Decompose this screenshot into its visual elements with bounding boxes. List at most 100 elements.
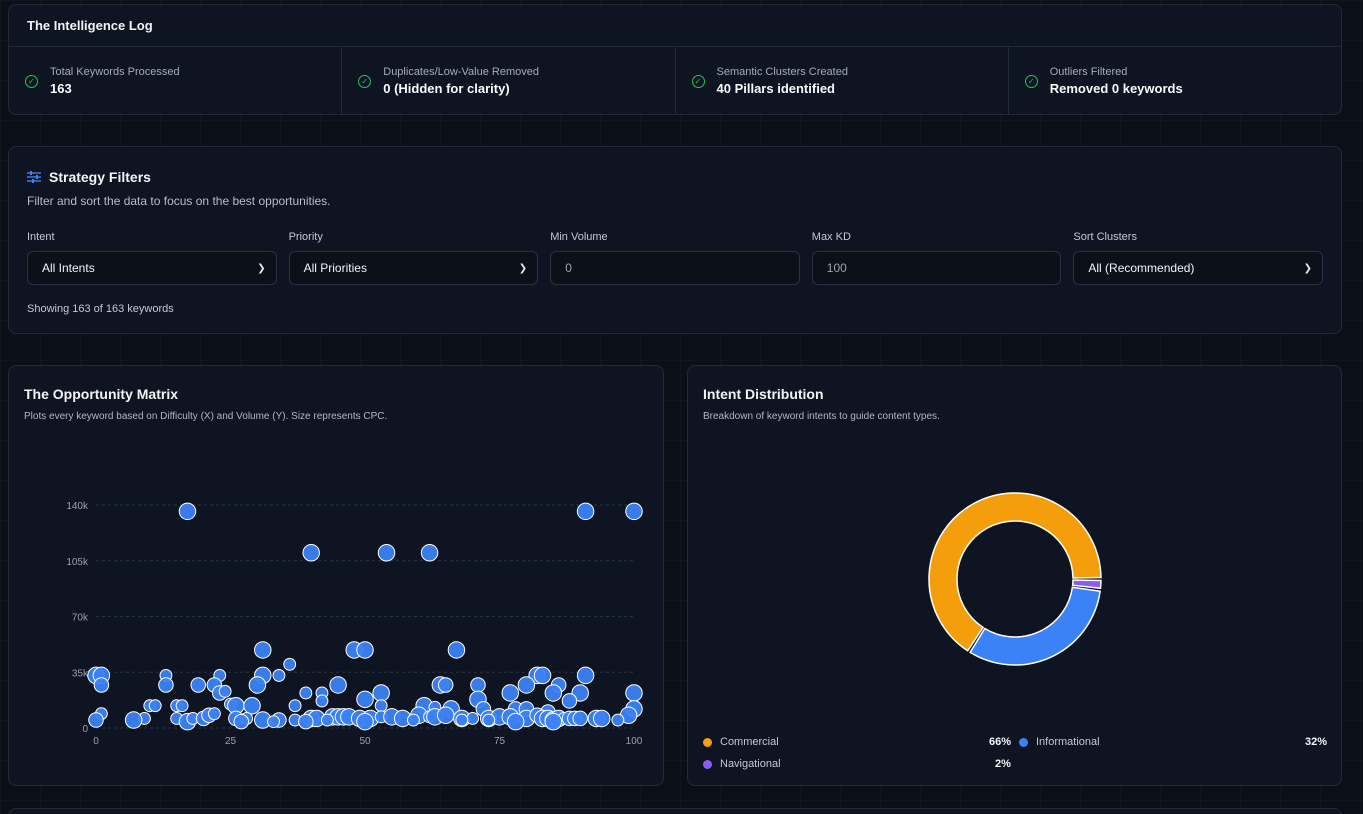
priority-field: Priority All Priorities ❯ [288, 231, 539, 285]
scatter-point[interactable] [436, 706, 455, 725]
filters-subtitle: Filter and sort the data to focus on the… [27, 194, 331, 208]
intent-distribution-panel: Intent Distribution Breakdown of keyword… [687, 365, 1342, 786]
sort-clusters-value: All (Recommended) [1088, 261, 1195, 275]
check-circle-icon: ✓ [25, 74, 38, 88]
stat-label: Semantic Clusters Created [716, 66, 848, 78]
legend-value-informational: 32% [1305, 736, 1328, 748]
scatter-point[interactable] [544, 684, 563, 702]
scatter-point[interactable] [625, 502, 643, 521]
matrix-title: The Opportunity Matrix [24, 386, 178, 402]
legend-swatch-navigational [703, 759, 712, 769]
max-kd-input[interactable]: 100 [811, 251, 1062, 285]
scatter-point[interactable] [372, 684, 390, 702]
scatter-point[interactable] [374, 699, 388, 713]
scatter-point[interactable] [283, 657, 297, 671]
legend-navigational[interactable]: Navigational [703, 758, 781, 770]
sort-clusters-select[interactable]: All (Recommended) ❯ [1073, 251, 1323, 285]
scatter-point[interactable] [93, 677, 110, 693]
scatter-point[interactable] [466, 712, 480, 725]
scatter-point[interactable] [356, 690, 374, 709]
scatter-point[interactable] [329, 676, 347, 694]
x-tick-label: 75 [494, 736, 506, 747]
stat-value: 40 Pillars identified [716, 81, 836, 96]
legend-informational[interactable]: Informational [1019, 736, 1100, 748]
sliders-icon [27, 171, 41, 183]
scatter-point[interactable] [267, 715, 280, 729]
scatter-point[interactable] [218, 684, 232, 698]
min-volume-input[interactable]: 0 [550, 251, 800, 285]
sort-clusters-label: Sort Clusters [1073, 231, 1137, 243]
scatter-point[interactable] [533, 666, 552, 685]
scatter-point[interactable] [501, 684, 520, 702]
scatter-point[interactable] [124, 711, 143, 729]
stat-total-keywords: ✓ Total Keywords Processed 163 [9, 47, 343, 115]
scatter-point[interactable] [576, 502, 595, 521]
min-volume-label: Min Volume [550, 231, 608, 243]
scatter-point[interactable] [254, 641, 272, 659]
legend-commercial[interactable]: Commercial [703, 736, 779, 748]
scatter-point[interactable] [470, 677, 486, 693]
scatter-point[interactable] [406, 713, 420, 727]
scatter-point[interactable] [88, 712, 104, 728]
legend-value-navigational: 2% [995, 758, 1011, 770]
intent-select[interactable]: All Intents ❯ [27, 251, 277, 285]
scatter-point[interactable] [572, 710, 588, 727]
scatter-point[interactable] [561, 693, 578, 709]
scatter-point[interactable] [272, 668, 286, 682]
opportunity-scatter-chart: 0 35k 70k 105k 140k 0 25 50 75 100 [66, 501, 643, 747]
scatter-point[interactable] [592, 709, 611, 728]
sort-clusters-field: Sort Clusters All (Recommended) ❯ [1073, 231, 1323, 285]
intent-donut-chart [928, 492, 1102, 666]
intelligence-log-panel: The Intelligence Log ✓ Total Keywords Pr… [8, 4, 1342, 115]
x-tick-label: 25 [225, 736, 237, 747]
scatter-point[interactable] [207, 707, 221, 721]
donut-slice-commercial[interactable] [928, 492, 1102, 652]
y-tick-label: 140k [66, 501, 89, 512]
scatter-point[interactable] [420, 544, 439, 562]
scatter-point[interactable] [315, 694, 329, 708]
scatter-point[interactable] [455, 713, 469, 727]
scatter-point[interactable] [299, 686, 313, 700]
scatter-point[interactable] [356, 712, 374, 731]
scatter-point[interactable] [175, 699, 189, 713]
priority-label: Priority [288, 231, 323, 243]
scatter-point[interactable] [178, 502, 197, 521]
scatter-point[interactable] [611, 713, 625, 727]
legend-label: Navigational [720, 758, 781, 770]
scatter-point[interactable] [298, 713, 314, 730]
y-tick-label: 0 [82, 724, 88, 735]
scatter-point[interactable] [288, 699, 302, 713]
scatter-point[interactable] [243, 696, 261, 715]
priority-select[interactable]: All Priorities ❯ [288, 251, 539, 285]
scatter-point[interactable] [158, 677, 174, 693]
scatter-point[interactable] [544, 712, 563, 731]
scatter-point[interactable] [148, 699, 162, 713]
scatter-point[interactable] [302, 544, 320, 562]
scatter-point[interactable] [625, 684, 643, 702]
check-circle-icon: ✓ [691, 74, 705, 88]
scatter-point[interactable] [320, 713, 334, 727]
scatter-point[interactable] [447, 641, 466, 659]
scatter-point[interactable] [437, 677, 454, 693]
scatter-point[interactable] [190, 677, 206, 693]
scatter-point[interactable] [248, 676, 267, 694]
donut-slice-informational[interactable] [969, 586, 1101, 666]
filter-controls: Intent All Intents ❯ Priority All Priori… [27, 231, 1323, 285]
strategy-filters-panel: Strategy Filters Filter and sort the dat… [8, 146, 1342, 334]
scatter-point[interactable] [356, 641, 374, 659]
scatter-point[interactable] [576, 666, 595, 685]
intent-label: Intent [27, 231, 55, 243]
scatter-point[interactable] [506, 712, 525, 731]
donut-slice-navigational[interactable] [1071, 579, 1102, 590]
scatter-point[interactable] [482, 713, 496, 727]
opportunity-matrix-panel: 0 35k 70k 105k 140k 0 25 50 75 100 The Opportunit… [8, 365, 664, 786]
filters-title: Strategy Filters [49, 169, 151, 185]
scatter-point[interactable] [233, 713, 250, 730]
showing-count: Showing 163 of 163 keywords [27, 303, 174, 315]
scatter-point[interactable] [377, 544, 396, 562]
min-volume-value: 0 [565, 261, 572, 275]
scatter-point[interactable] [517, 676, 536, 694]
chevron-down-icon: ❯ [518, 262, 528, 274]
legend-value-commercial: 66% [989, 736, 1012, 748]
x-tick-label: 100 [626, 736, 643, 747]
